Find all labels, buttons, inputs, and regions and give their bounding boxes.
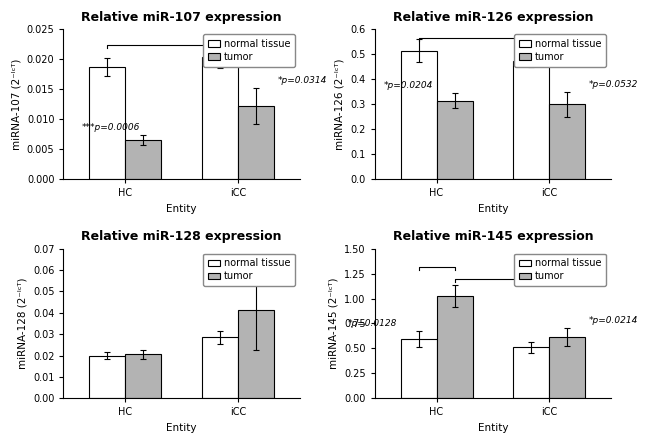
Bar <box>549 104 585 179</box>
Title: Relative miR-107 expression: Relative miR-107 expression <box>81 11 282 24</box>
Text: *p=0.0532: *p=0.0532 <box>589 80 638 89</box>
Bar <box>549 337 585 398</box>
Y-axis label: miRNA-126 (2⁻ᴵᶜᵀ): miRNA-126 (2⁻ᴵᶜᵀ) <box>335 59 344 150</box>
Legend: normal tissue, tumor: normal tissue, tumor <box>514 34 606 67</box>
Bar <box>437 296 473 398</box>
Bar <box>513 347 549 398</box>
Bar <box>89 67 125 179</box>
Bar <box>89 356 125 398</box>
Text: ***p=0.0006: ***p=0.0006 <box>81 123 140 132</box>
X-axis label: Entity: Entity <box>478 423 508 433</box>
Bar <box>400 51 437 179</box>
Bar <box>202 337 238 398</box>
Title: Relative miR-126 expression: Relative miR-126 expression <box>393 11 593 24</box>
Title: Relative miR-128 expression: Relative miR-128 expression <box>81 230 282 243</box>
Text: *p=0.0128: *p=0.0128 <box>348 319 397 328</box>
Bar <box>400 339 437 398</box>
Bar <box>238 106 274 179</box>
Legend: normal tissue, tumor: normal tissue, tumor <box>514 254 606 286</box>
Bar <box>125 140 161 179</box>
Legend: normal tissue, tumor: normal tissue, tumor <box>203 254 295 286</box>
Bar <box>513 61 549 179</box>
Bar <box>202 57 238 179</box>
Bar <box>437 100 473 179</box>
Legend: normal tissue, tumor: normal tissue, tumor <box>203 34 295 67</box>
Y-axis label: miRNA-107 (2⁻ᴵᶜᵀ): miRNA-107 (2⁻ᴵᶜᵀ) <box>11 59 21 150</box>
Y-axis label: miRNA-145 (2⁻ᴵᶜᵀ): miRNA-145 (2⁻ᴵᶜᵀ) <box>328 278 339 369</box>
Text: *p=0.0314: *p=0.0314 <box>278 76 327 85</box>
X-axis label: Entity: Entity <box>166 204 197 214</box>
Bar <box>125 354 161 398</box>
Y-axis label: miRNA-128 (2⁻ᴵᶜᵀ): miRNA-128 (2⁻ᴵᶜᵀ) <box>18 278 27 369</box>
Title: Relative miR-145 expression: Relative miR-145 expression <box>393 230 593 243</box>
Text: *p=0.0214: *p=0.0214 <box>589 316 638 325</box>
Bar <box>238 309 274 398</box>
Text: *p=0.0204: *p=0.0204 <box>384 81 433 90</box>
X-axis label: Entity: Entity <box>166 423 197 433</box>
X-axis label: Entity: Entity <box>478 204 508 214</box>
